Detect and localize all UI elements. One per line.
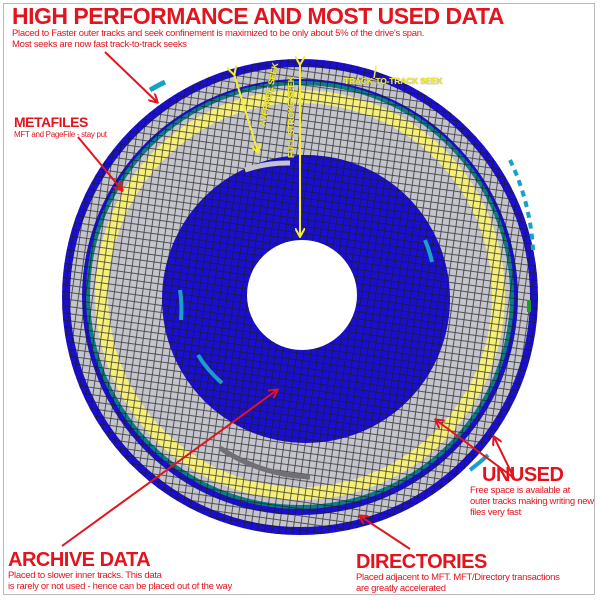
callout-high-performance: HIGH PERFORMANCE AND MOST USED DATA Plac…: [12, 3, 504, 51]
callout-desc-line: MFT and PageFile - stay put: [14, 130, 107, 139]
arrow-unused-inner: [436, 420, 515, 479]
arrow-directories: [360, 516, 411, 550]
file-fragments: [148, 79, 535, 480]
callout-title: METAFILES: [14, 114, 88, 130]
callout-title: HIGH PERFORMANCE AND MOST USED DATA: [12, 3, 504, 29]
seek-arrows: [234, 64, 377, 236]
callout-desc-line: are greatly accelerated: [356, 583, 446, 594]
arrow-metafiles: [77, 136, 122, 190]
callout-archive-data: ARCHIVE DATA Placed to slower inner trac…: [8, 550, 232, 592]
track-to-track-seek-label: TRACK-TO-TRACK SEEK: [344, 76, 443, 86]
disk-rings: [62, 59, 538, 535]
average-seek-arrow: [234, 74, 258, 152]
callout-desc-line: Placed to Faster outer tracks and seek c…: [12, 28, 425, 39]
callout-metafiles: METAFILES MFT and PageFile - stay put: [14, 115, 107, 140]
callout-unused: UNUSED Free space is available at outer …: [470, 465, 594, 518]
arrow-unused-outer: [494, 437, 515, 479]
callout-desc-line: is rarely or not used - hence can be pla…: [8, 581, 232, 592]
callout-desc-line: files very fast: [470, 507, 521, 518]
spindle-hole: [247, 240, 357, 350]
full-stroke-seek-label: FULL STROKE SEEK: [286, 76, 296, 158]
callout-desc-line: Most seeks are now fast track-to-track s…: [12, 39, 187, 50]
callout-title: ARCHIVE DATA: [8, 549, 151, 571]
arrow-high-performance: [104, 51, 157, 102]
callout-desc-line: Placed adjacent to MFT. MFT/Directory tr…: [356, 572, 560, 583]
callout-directories: DIRECTORIES Placed adjacent to MFT. MFT/…: [356, 552, 560, 594]
callout-title: UNUSED: [482, 464, 564, 486]
arrow-archive: [61, 390, 277, 547]
callout-desc-line: Free space is available at: [470, 485, 570, 496]
track-to-track-tick: [373, 65, 377, 79]
callout-desc-line: outer tracks making writing new: [470, 496, 594, 507]
callout-title: DIRECTORIES: [356, 551, 487, 573]
callout-desc-line: Placed to slower inner tracks. This data: [8, 570, 162, 581]
callout-arrows: [61, 51, 515, 550]
